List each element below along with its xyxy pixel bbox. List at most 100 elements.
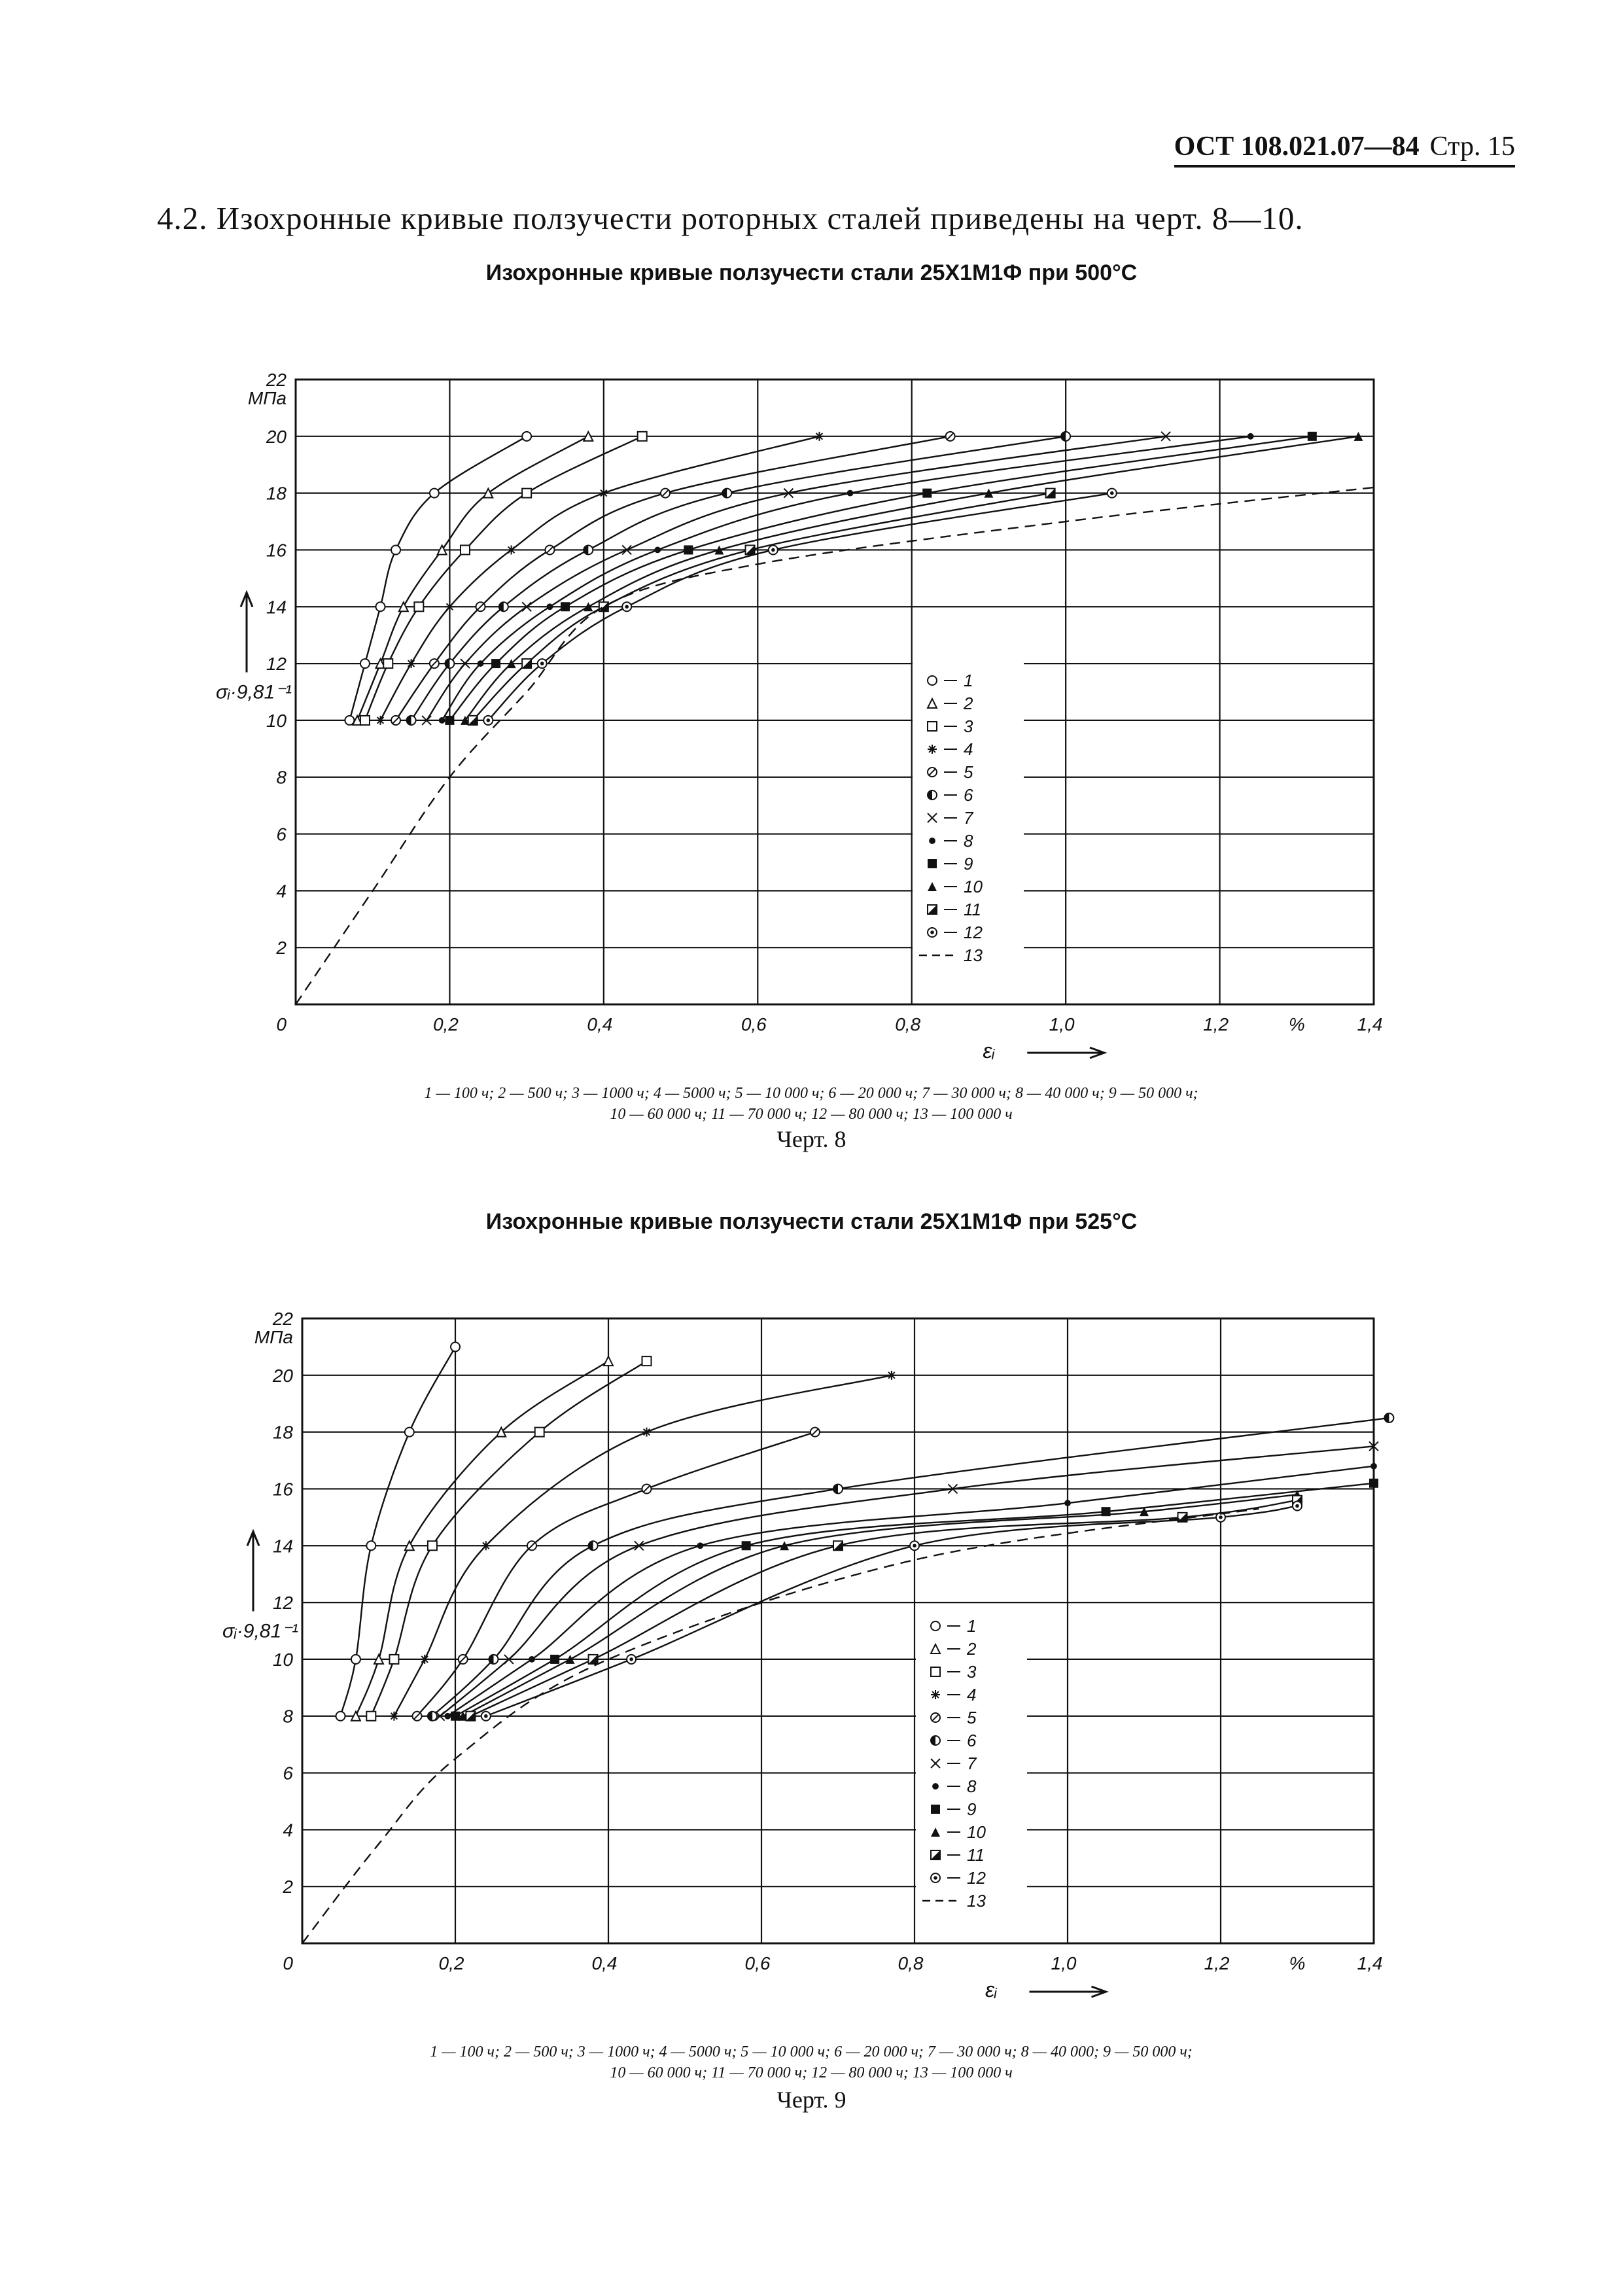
- y-axis-arrow: [239, 590, 254, 673]
- chart-9-label: Черт. 9: [777, 2087, 846, 2113]
- data-point-9: [684, 545, 693, 555]
- y-tick-label: 18: [273, 1422, 294, 1443]
- legend-label-1: 1: [967, 1616, 976, 1636]
- data-point-1: [450, 1341, 461, 1352]
- legend-label-9: 9: [967, 1799, 976, 1819]
- legend-label-12: 12: [964, 923, 983, 942]
- data-point-10: [584, 602, 593, 612]
- x-tick-label: 0,6: [741, 1014, 767, 1034]
- legend-marker-3: [930, 1667, 941, 1677]
- legend-label-10: 10: [964, 877, 983, 896]
- legend-label-2: 2: [963, 694, 973, 713]
- legend-label-7: 7: [964, 808, 974, 828]
- data-point-7: [421, 715, 432, 726]
- data-point-2: [404, 1540, 415, 1551]
- y-tick-label: 8: [283, 1706, 293, 1727]
- data-point-9: [491, 659, 501, 669]
- data-point-2: [374, 657, 387, 669]
- data-point-1: [359, 658, 370, 669]
- y-unit-label: МПа: [254, 1327, 293, 1347]
- series-line-3: [370, 1360, 648, 1717]
- chart-8-caption: 1 — 100 ч; 2 — 500 ч; 3 — 1000 ч; 4 — 50…: [157, 1083, 1465, 1125]
- data-point-3: [459, 544, 470, 556]
- data-point-2: [602, 1354, 614, 1367]
- legend-marker-2: [926, 697, 938, 709]
- legend-marker-7: [927, 813, 937, 823]
- legend-marker-4: [928, 745, 937, 754]
- x-tick-label: 0,2: [433, 1014, 459, 1034]
- data-point-10: [1140, 1507, 1149, 1517]
- origin-label: 0: [283, 1953, 293, 1973]
- x-tick-label: 0,4: [592, 1953, 618, 1973]
- y-tick-label: 14: [266, 597, 287, 617]
- data-point-3: [637, 431, 648, 442]
- y-tick-label: 8: [276, 768, 287, 788]
- x-axis-label: εᵢ: [983, 1039, 995, 1063]
- data-point-1: [366, 1540, 377, 1551]
- data-point-4: [420, 1654, 430, 1664]
- data-point-1: [404, 1426, 415, 1438]
- y-tick-label: 16: [273, 1479, 294, 1499]
- data-point-7: [783, 487, 794, 499]
- data-point-3: [366, 1710, 377, 1722]
- y-tick-label: 6: [276, 824, 287, 845]
- x-tick-label: 0,8: [898, 1953, 924, 1973]
- legend-label-8: 8: [967, 1776, 977, 1796]
- x-axis-label: εᵢ: [985, 1978, 998, 2002]
- data-point-3: [521, 487, 532, 499]
- plot-frame: [301, 1317, 1375, 1945]
- legend-marker-7: [930, 1758, 941, 1769]
- data-point-7: [1369, 1441, 1379, 1452]
- x-tick-label: 1,0: [1049, 1014, 1075, 1034]
- data-point-8: [529, 1656, 535, 1663]
- legend-label-2: 2: [966, 1639, 977, 1659]
- page-header: ОСТ 108.021.07—84 Стр. 15: [1174, 131, 1515, 168]
- data-point-1: [521, 431, 532, 442]
- data-point-1: [344, 715, 355, 726]
- series-line-7: [439, 1445, 1374, 1717]
- data-point-8: [654, 546, 661, 554]
- standard-number: ОСТ 108.021.07—84: [1174, 132, 1420, 162]
- y-tick-label: 2: [275, 938, 287, 958]
- legend-marker-9: [931, 1805, 940, 1814]
- x-axis-arrow: [1029, 1985, 1109, 1998]
- x-unit-label: %: [1289, 1014, 1305, 1034]
- legend-label-11: 11: [967, 1845, 985, 1865]
- series-line-8: [441, 435, 1251, 721]
- data-point-9: [922, 488, 932, 498]
- legend-label-1: 1: [964, 671, 973, 690]
- y-axis-label: σᵢ·9,81⁻¹: [222, 1621, 298, 1642]
- y-tick-label: 12: [273, 1593, 294, 1613]
- data-point-4: [506, 545, 516, 555]
- data-point-2: [582, 430, 594, 442]
- data-point-1: [335, 1710, 346, 1722]
- data-point-4: [642, 1427, 652, 1437]
- data-point-10: [506, 659, 516, 669]
- data-point-9: [561, 602, 570, 612]
- series-line-10: [462, 1493, 1298, 1717]
- chart-9-caption: 1 — 100 ч; 2 — 500 ч; 3 — 1000 ч; 4 — 50…: [157, 2041, 1465, 2083]
- series-line-4: [379, 435, 820, 721]
- data-point-8: [444, 1712, 451, 1720]
- series-line-6: [432, 1417, 1389, 1717]
- data-point-9: [550, 1654, 560, 1664]
- series-line-12: [485, 1505, 1298, 1717]
- legend-label-6: 6: [967, 1731, 977, 1750]
- legend-label-3: 3: [964, 716, 973, 736]
- chart-9-caption-line-1: 1 — 100 ч; 2 — 500 ч; 3 — 1000 ч; 4 — 50…: [430, 2043, 1193, 2060]
- data-point-10: [460, 715, 470, 725]
- legend-marker-10: [931, 1828, 940, 1837]
- data-point-9: [445, 715, 455, 725]
- data-point-2: [398, 601, 410, 612]
- legend-marker-8: [932, 1783, 939, 1790]
- chart-8-caption-line-1: 1 — 100 ч; 2 — 500 ч; 3 — 1000 ч; 4 — 50…: [424, 1085, 1198, 1102]
- data-point-4: [445, 602, 455, 612]
- data-point-4: [406, 659, 416, 669]
- y-axis-arrow: [246, 1528, 260, 1612]
- data-point-10: [714, 545, 724, 555]
- x-tick-label: 1,4: [1357, 1014, 1383, 1034]
- data-point-8: [546, 603, 553, 610]
- legend-marker-2: [930, 1642, 941, 1654]
- series-line-9: [449, 435, 1313, 721]
